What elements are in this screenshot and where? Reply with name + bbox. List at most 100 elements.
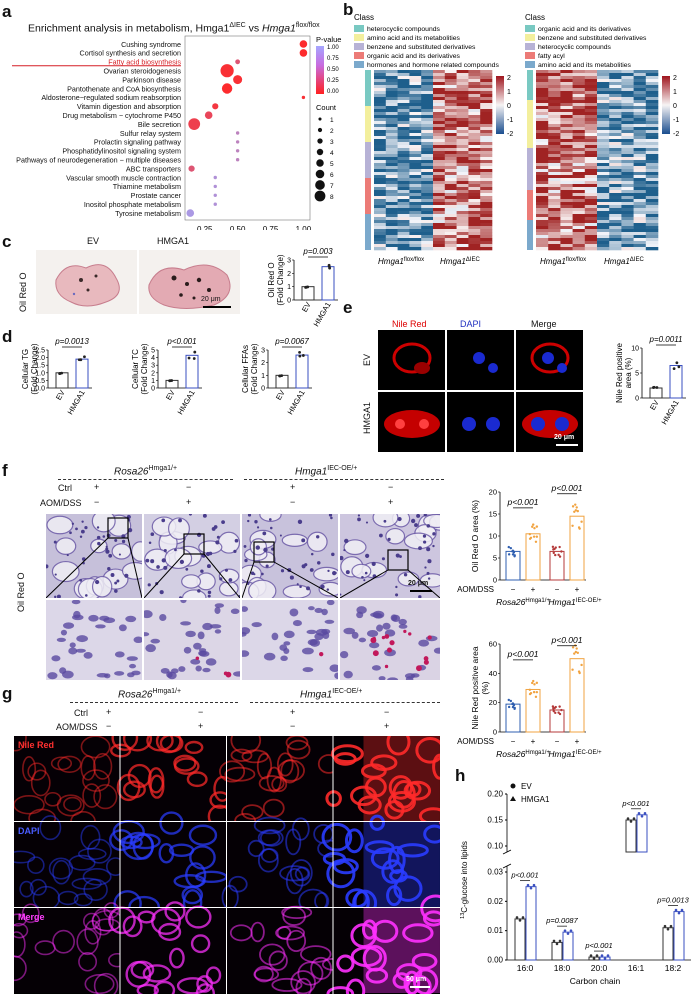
panel-a-term-label-12: Phosphatidylinositol signaling system bbox=[62, 147, 181, 156]
panel-b-left-cell bbox=[456, 184, 469, 188]
panel-b-right-cell bbox=[548, 175, 561, 179]
panel-f-chart-point-1-0 bbox=[533, 527, 536, 530]
panel-g-cell-outline bbox=[396, 843, 429, 858]
panel-b-right-cell bbox=[572, 244, 586, 248]
panel-b-left-cell bbox=[456, 139, 469, 143]
panel-b-left-cell bbox=[468, 154, 481, 158]
panel-b-left-cell bbox=[468, 235, 481, 239]
panel-b-right-cell bbox=[584, 181, 598, 185]
panel-f-gland bbox=[282, 584, 312, 598]
panel-f-nucleus-zoom bbox=[76, 635, 88, 643]
panel-f-chart-point-2-2 bbox=[554, 553, 557, 557]
panel-a-term-label-18: Inositol phosphate metabolism bbox=[84, 200, 181, 209]
panel-f-nucleus-zoom bbox=[280, 655, 288, 662]
panel-f-gland bbox=[182, 589, 207, 598]
panel-b-right-cell bbox=[645, 106, 659, 110]
panel-b-right-cell bbox=[572, 238, 586, 242]
panel-b-right-cell bbox=[548, 142, 561, 146]
panel-g-cell-outline bbox=[137, 910, 156, 924]
panel-f-chart-aom-label: AOM/DSS bbox=[457, 585, 494, 594]
panel-b-left-cell bbox=[480, 166, 493, 170]
panel-f-nucleus-zoom bbox=[343, 627, 356, 635]
panel-b-left-cell bbox=[374, 178, 387, 182]
panel-b-left-cell bbox=[397, 205, 410, 209]
panel-b-left-class-swatch-0 bbox=[354, 25, 364, 32]
panel-f-nucleus bbox=[200, 569, 204, 573]
panel-b-left-cell bbox=[397, 244, 410, 248]
panel-g-cell-outline bbox=[48, 857, 74, 880]
panel-f-nucleus-zoom bbox=[418, 639, 430, 647]
panel-b-left-cell bbox=[480, 208, 493, 212]
panel-b-left-cell bbox=[444, 157, 457, 161]
panel-f-nucleus bbox=[75, 527, 78, 531]
panel-f-nucleus-zoom bbox=[242, 631, 247, 637]
panel-f-gland bbox=[343, 539, 367, 556]
panel-b-left-cell bbox=[433, 226, 446, 230]
panel-f-stain-label: Oil Red O bbox=[16, 572, 26, 612]
panel-b-right-cell bbox=[645, 202, 659, 206]
panel-a-term-label-16: Thiamine metabolism bbox=[113, 182, 181, 191]
panel-b-right-cell bbox=[572, 154, 586, 158]
panel-b-left-cell bbox=[409, 94, 422, 98]
panel-f-nucleus bbox=[426, 524, 431, 528]
panel-b-right-cell bbox=[548, 187, 561, 191]
panel-g-cell-outline bbox=[364, 840, 395, 854]
panel-b-right-cell bbox=[609, 232, 622, 236]
panel-f-nucleus bbox=[280, 569, 285, 573]
panel-b-left-cell bbox=[397, 178, 410, 182]
panel-b-left-cell bbox=[468, 232, 481, 236]
panel-b-left-cell bbox=[480, 73, 493, 77]
panel-f-lipid-droplet bbox=[386, 647, 393, 653]
panel-b-left-cell bbox=[397, 157, 410, 161]
panel-b-left-cell bbox=[433, 103, 446, 107]
panel-f-hmga-text: Hmga1 bbox=[295, 466, 328, 478]
panel-b-left-cell bbox=[433, 88, 446, 92]
panel-b-right-cell bbox=[633, 211, 647, 215]
panel-b-left-cell bbox=[444, 112, 457, 116]
panel-b-left-cell bbox=[385, 115, 398, 119]
panel-f-gland bbox=[403, 532, 434, 550]
panel-b-right-cell bbox=[548, 139, 561, 143]
panel-b-left-class-swatch-3 bbox=[354, 52, 364, 59]
panel-h-bar-1-1 bbox=[562, 931, 574, 961]
panel-b-left-cell bbox=[480, 82, 493, 86]
panel-f-nucleus-zoom bbox=[63, 622, 75, 629]
panel-b-right-cell bbox=[597, 82, 610, 86]
panel-c-chart-xlabel-hmga1: HMGA1 bbox=[312, 301, 333, 329]
panel-b-left-cell bbox=[480, 91, 493, 95]
panel-b-left-cell bbox=[397, 223, 410, 227]
panel-c-chart-ylabel-2: (Fold Change) bbox=[276, 254, 285, 305]
panel-g-chart-aom-sign-1: + bbox=[531, 737, 536, 746]
panel-b-left-cell bbox=[433, 100, 446, 104]
panel-b-right-cell bbox=[597, 70, 610, 74]
panel-f-gland bbox=[385, 527, 406, 545]
panel-g-cell-outline bbox=[247, 839, 265, 858]
panel-b-left-rowband-4 bbox=[365, 214, 371, 250]
panel-b-left-cell bbox=[468, 70, 481, 74]
panel-f-chart-point-0-9 bbox=[512, 550, 515, 553]
panel-b-right-cell bbox=[609, 112, 622, 116]
panel-a-xtick-0: 0.25 bbox=[197, 225, 213, 230]
panel-b-right-cell bbox=[597, 175, 610, 179]
panel-letter-f: f bbox=[2, 461, 8, 480]
panel-f-chart-point-1-2 bbox=[535, 535, 539, 538]
panel-b-left-cell bbox=[480, 217, 493, 221]
panel-f-nucleus bbox=[46, 564, 49, 569]
panel-b-left-cell bbox=[385, 103, 398, 107]
panel-b-left-cell bbox=[421, 76, 434, 80]
panel-b-right-cell bbox=[536, 238, 549, 242]
panel-b-left-cell bbox=[480, 112, 493, 116]
panel-e-chart-ytick-label-1: 5 bbox=[635, 371, 639, 378]
panel-g-chart-ytick-label-2: 40 bbox=[489, 669, 497, 678]
panel-b-left-cell bbox=[444, 196, 457, 200]
panel-b-right-cell bbox=[548, 247, 561, 251]
panel-b-right-cell bbox=[645, 208, 659, 212]
panel-b-left-cell bbox=[385, 217, 398, 221]
panel-b-right-cell bbox=[548, 73, 561, 77]
panel-b-left-rowband-1 bbox=[365, 106, 371, 142]
panel-b-left-cell bbox=[385, 208, 398, 212]
panel-b-left-cell bbox=[480, 136, 493, 140]
panel-g-cell-outline bbox=[326, 986, 355, 996]
panel-b-right-cell bbox=[609, 76, 622, 80]
panel-g-cell-outline bbox=[258, 775, 285, 792]
